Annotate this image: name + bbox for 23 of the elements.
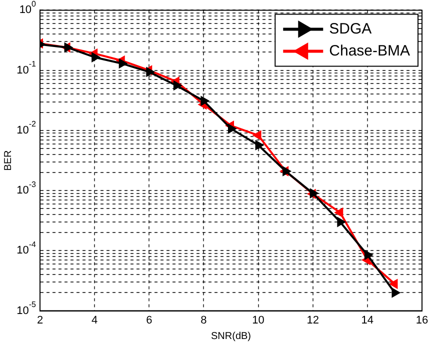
point	[252, 130, 262, 140]
x-tick-label: 6	[146, 314, 152, 326]
point	[228, 124, 236, 134]
x-tick-label: 14	[361, 314, 374, 326]
point	[146, 67, 155, 77]
point	[255, 140, 264, 150]
x-tick-label: 12	[306, 314, 319, 326]
point	[334, 208, 344, 218]
point	[92, 52, 100, 62]
point	[64, 42, 73, 52]
point	[389, 279, 398, 289]
x-tick-label: 10	[252, 314, 264, 326]
legend-label: Chase-BMA	[329, 42, 410, 60]
legend-label: SDGA	[329, 20, 372, 38]
x-tick-label: 8	[200, 314, 207, 326]
point	[200, 96, 210, 106]
x-tick-label: 4	[92, 314, 98, 326]
point	[118, 58, 128, 68]
x-tick-label: 16	[416, 314, 428, 326]
y-axis-title: BER	[2, 150, 14, 171]
x-axis-title: SNR(dB)	[210, 330, 252, 342]
x-tick-label: 2	[36, 314, 44, 326]
point	[173, 80, 182, 90]
